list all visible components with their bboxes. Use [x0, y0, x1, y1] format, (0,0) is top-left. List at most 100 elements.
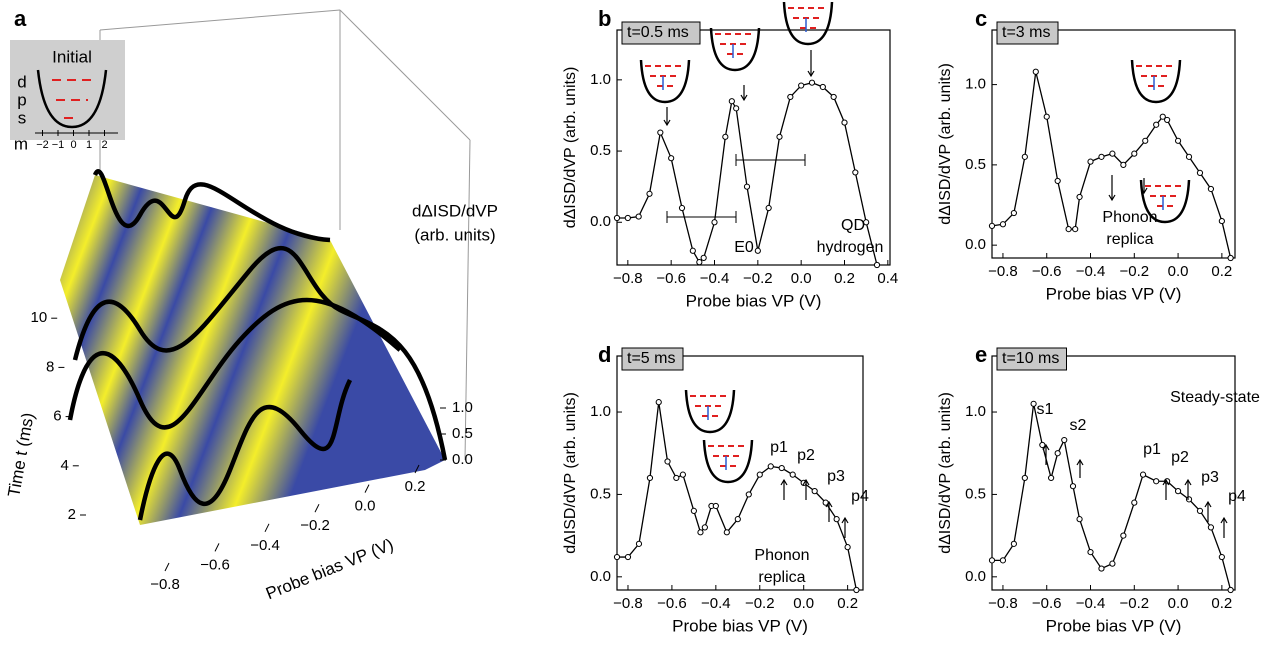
- data-point: [624, 214, 631, 222]
- data-point: [697, 529, 704, 536]
- data-point: [1153, 121, 1160, 128]
- y-tick-label: 0.5: [590, 485, 611, 502]
- data-point: [1030, 400, 1037, 407]
- x-axis-label: Probe bias VP (V): [1046, 284, 1182, 303]
- data-point: [712, 502, 719, 510]
- data-point: [689, 247, 696, 254]
- y-tick-label: 0.0: [965, 568, 986, 585]
- data-point: [1048, 474, 1055, 482]
- x-tick-label: −0.6: [656, 270, 686, 287]
- data-point: [700, 254, 707, 261]
- data-point: [690, 507, 697, 515]
- data-point: [830, 93, 837, 101]
- arrow-head: [1220, 516, 1228, 524]
- data-point: [863, 219, 870, 226]
- y-tick-label: 2: [68, 506, 76, 523]
- data-point: [1153, 478, 1160, 485]
- data-point: [1207, 185, 1215, 193]
- panel-letter: d: [598, 342, 611, 367]
- data-point: [1120, 532, 1127, 539]
- panel-letter: b: [598, 6, 611, 31]
- data-point: [679, 471, 686, 478]
- data-point: [1076, 516, 1083, 523]
- data-point: [1076, 193, 1083, 201]
- x-tick-label: −0.2: [745, 595, 775, 612]
- annotation: hydrogen: [817, 239, 884, 256]
- arrow-head: [825, 500, 833, 508]
- data-point: [1131, 499, 1138, 506]
- y-tick-label: 1.0: [965, 403, 986, 420]
- y-tick-label: 1.0: [590, 403, 611, 420]
- data-point: [701, 524, 708, 531]
- time-box: [621, 21, 701, 45]
- y-tick-label: 0.0: [590, 568, 611, 585]
- x-tick-label: −0.4: [1076, 595, 1106, 612]
- annotation: Phonon: [754, 547, 809, 564]
- panel-letter: e: [975, 342, 987, 367]
- data-point: [646, 474, 654, 482]
- annotation: QD: [841, 217, 865, 234]
- data-point: [1159, 113, 1166, 120]
- x-tick-label: 0.2: [1211, 595, 1232, 612]
- data-point: [1185, 153, 1193, 160]
- inset-box: [10, 40, 125, 140]
- data-point: [1043, 113, 1050, 120]
- data-point: [657, 129, 664, 136]
- y-tick-label: 0.5: [965, 156, 986, 173]
- surface: [60, 175, 445, 525]
- plot-frame: [991, 355, 1236, 591]
- surface-trace: [92, 169, 331, 243]
- data-point: [999, 557, 1007, 564]
- y-tick-label: 8: [46, 358, 54, 375]
- inset-tick-label: 1: [86, 139, 92, 151]
- panel-letter: a: [14, 6, 27, 31]
- x-tick-label: −0.6: [1032, 263, 1062, 280]
- data-point: [723, 529, 730, 536]
- data-point: [655, 399, 662, 406]
- annotation: p4: [1228, 488, 1246, 505]
- annotation: s1: [1037, 401, 1054, 418]
- data-point: [743, 183, 751, 190]
- x-tick-label: −0.4: [1076, 263, 1106, 280]
- data-point: [789, 471, 796, 478]
- annotation: Phonon: [1102, 209, 1157, 226]
- inset-tick-label: −2: [36, 139, 49, 151]
- data-point: [664, 458, 671, 465]
- well-icon: [702, 439, 754, 484]
- data-point: [999, 221, 1007, 228]
- surface-trace: [137, 378, 353, 521]
- time-label: t=3 ms: [1002, 24, 1050, 41]
- data-point: [756, 471, 763, 478]
- data-point: [1196, 507, 1204, 515]
- time-box: [621, 347, 684, 371]
- time-box: [996, 21, 1059, 45]
- surface-trace: [72, 245, 448, 461]
- data-point: [1054, 450, 1061, 457]
- inset-tick-label: 2: [101, 139, 107, 151]
- arrow-head: [807, 70, 815, 78]
- y-tick-label: 4: [60, 457, 68, 474]
- data-point: [1218, 217, 1225, 225]
- time-box: [996, 347, 1067, 371]
- data-point: [1087, 548, 1094, 556]
- z-tick-label: 1.0: [452, 399, 473, 416]
- arrow-head: [802, 478, 810, 486]
- data-point: [624, 553, 632, 561]
- data-point: [1164, 116, 1171, 124]
- well-icon: [709, 27, 761, 72]
- box-edge: [339, 9, 471, 141]
- inset-well: [36, 69, 108, 129]
- y-axis-label: Time t (ms): [4, 411, 38, 498]
- data-point: [722, 133, 729, 140]
- data-point: [1185, 496, 1193, 503]
- arrow-head: [780, 478, 788, 486]
- data-point: [613, 553, 621, 561]
- x-tick-label: −0.4: [701, 595, 731, 612]
- y-tick-label: 1.0: [965, 76, 986, 93]
- y-tick-label: 10: [31, 309, 48, 326]
- data-point: [1196, 169, 1204, 177]
- x-tick-label: −0.8: [150, 576, 180, 593]
- z-axis-label: (arb. units): [414, 225, 495, 244]
- x-tick-label: −0.4: [250, 537, 280, 554]
